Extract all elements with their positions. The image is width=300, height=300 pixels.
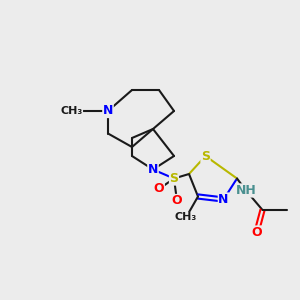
Text: S: S <box>201 149 210 163</box>
Text: N: N <box>148 163 158 176</box>
Text: CH₃: CH₃ <box>60 106 82 116</box>
Text: CH₃: CH₃ <box>175 212 197 223</box>
Text: N: N <box>103 104 113 118</box>
Text: O: O <box>251 226 262 239</box>
Text: NH: NH <box>236 184 256 197</box>
Text: N: N <box>218 193 229 206</box>
Text: O: O <box>172 194 182 208</box>
Text: O: O <box>154 182 164 196</box>
Text: S: S <box>169 172 178 185</box>
